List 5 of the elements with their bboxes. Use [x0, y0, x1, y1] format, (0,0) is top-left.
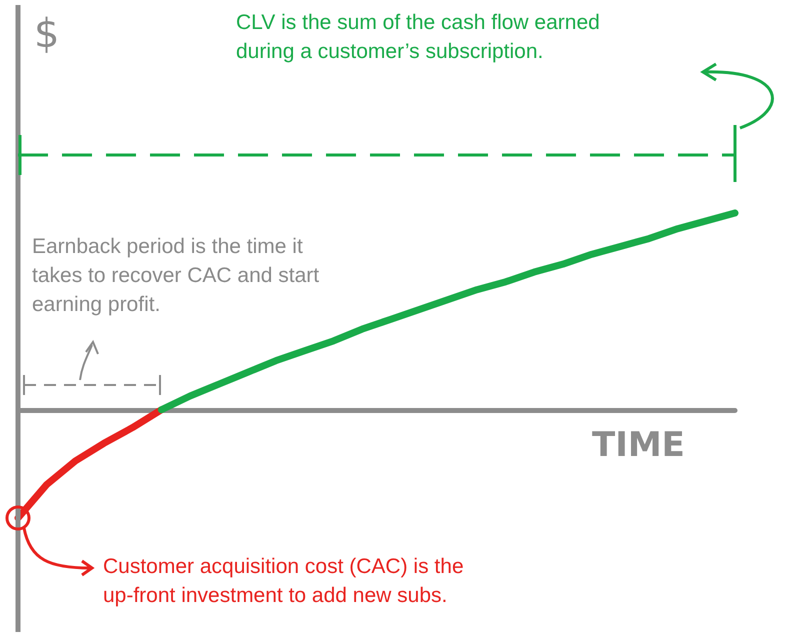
text: Customer acquisition cost (CAC) is the up-front investment to add new subs. [103, 555, 470, 607]
annotation: Earnback period is the time it takes to recover CAC and start earning profit. [32, 235, 325, 316]
text: CLV is the sum of the cash flow earned during a customer’s subscription. [236, 11, 606, 63]
x-axis-title: TIME [592, 425, 685, 465]
y-axis-title: $ [34, 11, 60, 57]
